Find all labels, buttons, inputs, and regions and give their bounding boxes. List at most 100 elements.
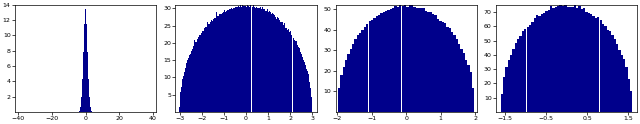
Bar [420,8,422,112]
Bar [373,18,376,112]
Bar [371,20,373,112]
Bar [576,8,579,112]
Bar [508,60,510,112]
Bar [623,59,625,112]
Bar [520,36,522,112]
Bar [348,54,349,112]
Bar [338,88,340,112]
Bar [362,30,364,112]
Bar [380,13,383,112]
Bar [411,3,413,112]
Bar [548,10,550,112]
Bar [359,33,362,112]
Bar [597,17,600,112]
Bar [415,8,418,112]
Bar [604,26,607,112]
Bar [349,49,352,112]
Bar [458,45,460,112]
Bar [472,88,474,112]
Bar [406,7,408,112]
Bar [383,12,385,112]
Bar [618,50,621,112]
Bar [465,60,467,112]
Bar [616,44,618,112]
Bar [531,22,534,112]
Bar [564,5,566,112]
Bar [437,19,439,112]
Bar [364,27,366,112]
Bar [557,6,559,112]
Bar [392,8,394,112]
Bar [562,6,564,112]
Bar [401,6,404,112]
Bar [628,79,630,112]
Bar [342,67,345,112]
Bar [394,6,397,112]
Bar [451,32,453,112]
Bar [510,55,512,112]
Bar [522,31,524,112]
Bar [456,39,458,112]
Bar [387,10,390,112]
Bar [593,16,595,112]
Bar [356,35,359,112]
Bar [579,6,580,112]
Bar [463,53,465,112]
Bar [435,15,436,112]
Bar [378,15,380,112]
Bar [543,13,545,112]
Bar [541,14,543,112]
Bar [432,14,435,112]
Bar [545,11,548,112]
Bar [500,94,503,112]
Bar [611,35,614,112]
Bar [529,25,531,112]
Bar [517,39,520,112]
Bar [397,7,399,112]
Bar [404,5,406,112]
Bar [449,28,451,112]
Bar [369,21,371,112]
Bar [413,7,415,112]
Bar [340,75,342,112]
Bar [552,8,555,112]
Bar [524,29,527,112]
Bar [602,24,604,112]
Bar [352,44,355,112]
Bar [418,8,420,112]
Bar [573,4,576,112]
Bar [430,12,432,112]
Bar [408,4,411,112]
Bar [513,49,515,112]
Bar [600,20,602,112]
Bar [625,67,628,112]
Bar [569,7,572,112]
Bar [366,24,369,112]
Bar [442,22,444,112]
Bar [595,17,597,112]
Bar [390,9,392,112]
Bar [630,91,632,112]
Bar [399,3,401,112]
Bar [614,39,616,112]
Bar [550,6,552,112]
Bar [538,16,541,112]
Bar [428,12,429,112]
Bar [460,49,463,112]
Bar [559,5,562,112]
Bar [355,39,356,112]
Bar [566,7,569,112]
Bar [467,65,470,112]
Bar [503,77,505,112]
Bar [376,16,378,112]
Bar [515,44,517,112]
Bar [534,18,536,112]
Bar [580,9,583,112]
Bar [345,60,348,112]
Bar [446,27,449,112]
Bar [385,11,387,112]
Bar [453,35,456,112]
Bar [586,12,588,112]
Bar [470,72,472,112]
Bar [607,30,609,112]
